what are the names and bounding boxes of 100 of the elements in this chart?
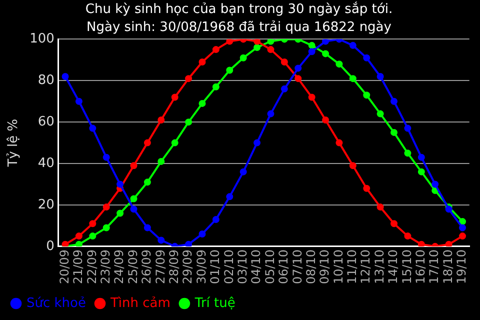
chart-subtitle: Ngày sinh: 30/08/1968 đã trải qua 16822 ngày (86, 20, 392, 35)
point (144, 224, 151, 232)
y-tick-label: 80 (38, 73, 54, 88)
point (116, 180, 124, 188)
x-tick-label: 30/09 (194, 249, 208, 284)
point (349, 162, 356, 170)
point (363, 54, 370, 62)
x-tick-label: 27/09 (153, 249, 168, 284)
y-tick-label: 60 (38, 114, 54, 130)
point (130, 162, 138, 170)
point (198, 230, 206, 238)
x-tick-label: 07/10 (290, 249, 304, 284)
y-tick-label: 20 (38, 197, 54, 212)
point (280, 85, 288, 92)
x-tick-label: 17/10 (427, 249, 442, 284)
x-tick-label: 08/10 (304, 249, 318, 284)
x-tick-label: 21/09 (71, 249, 86, 284)
point (418, 240, 425, 246)
point (171, 139, 178, 146)
point (144, 139, 151, 146)
point (254, 39, 261, 45)
y-tick-label: 40 (38, 156, 54, 171)
y-axis-title: Tỷ lệ % (6, 118, 22, 168)
x-tick-label: 12/10 (358, 249, 373, 284)
point (404, 150, 412, 157)
x-tick-label: 16/10 (414, 249, 428, 284)
x-tick-label: 23/09 (98, 249, 112, 284)
point (212, 83, 220, 90)
x-tick-label: 18/10 (440, 249, 455, 284)
point (280, 58, 288, 66)
x-tick-label: 19/10 (454, 249, 469, 284)
point (158, 116, 165, 124)
point (185, 75, 192, 82)
point (185, 240, 192, 246)
y-tick-label: 0 (46, 238, 54, 254)
point (185, 118, 192, 126)
point (212, 216, 220, 223)
point (226, 39, 234, 45)
point (308, 94, 316, 101)
point (349, 75, 356, 82)
point (294, 64, 302, 72)
point (75, 98, 82, 105)
point (198, 100, 206, 107)
point (102, 204, 110, 211)
point (240, 168, 247, 176)
point (144, 178, 151, 186)
x-tick-label: 02/10 (222, 249, 236, 284)
point (267, 46, 274, 54)
x-tick-label: 06/10 (276, 249, 291, 284)
point (130, 195, 138, 202)
x-tick-label: 26/09 (140, 249, 154, 284)
point (363, 92, 370, 99)
legend-label: Trí tuệ (194, 296, 236, 311)
point (363, 184, 370, 192)
point (349, 42, 356, 49)
point (404, 232, 412, 240)
x-tick-label: 24/09 (112, 249, 126, 284)
point (267, 110, 274, 118)
point (89, 220, 96, 228)
point (376, 110, 384, 118)
legend-label: Sức khoẻ (26, 296, 86, 311)
point (336, 60, 343, 68)
point (254, 139, 261, 146)
point (459, 218, 466, 226)
x-tick-label: 05/10 (262, 249, 277, 284)
point (308, 42, 316, 49)
point (171, 94, 178, 101)
point (198, 58, 206, 66)
point (226, 193, 234, 200)
point (418, 168, 425, 176)
point (89, 232, 96, 240)
point (390, 128, 398, 136)
point (404, 124, 412, 132)
point (267, 39, 274, 45)
point (226, 66, 234, 74)
y-tick-label: 100 (30, 32, 54, 47)
point (376, 204, 384, 211)
x-tick-label: 09/10 (318, 249, 332, 284)
point (62, 73, 69, 80)
point (158, 158, 165, 165)
x-tick-label: 13/10 (372, 249, 386, 284)
point (102, 224, 110, 232)
point (116, 210, 124, 217)
x-tick-label: 15/10 (400, 249, 414, 284)
point (432, 180, 439, 188)
x-tick-label: 11/10 (345, 249, 360, 284)
x-tick-label: 14/10 (386, 249, 400, 284)
point (240, 54, 247, 62)
x-tick-label: 01/10 (208, 249, 222, 284)
x-tick-label: 22/09 (84, 249, 99, 284)
point (445, 240, 452, 246)
chart-title: Chu kỳ sinh học của bạn trong 30 ngày sắp tới. (85, 1, 393, 18)
x-tick-label: 20/09 (57, 249, 72, 284)
point (158, 236, 165, 244)
point (322, 50, 330, 58)
point (254, 44, 261, 51)
point (459, 224, 466, 232)
point (418, 154, 425, 161)
point (102, 154, 110, 161)
point (390, 98, 398, 105)
